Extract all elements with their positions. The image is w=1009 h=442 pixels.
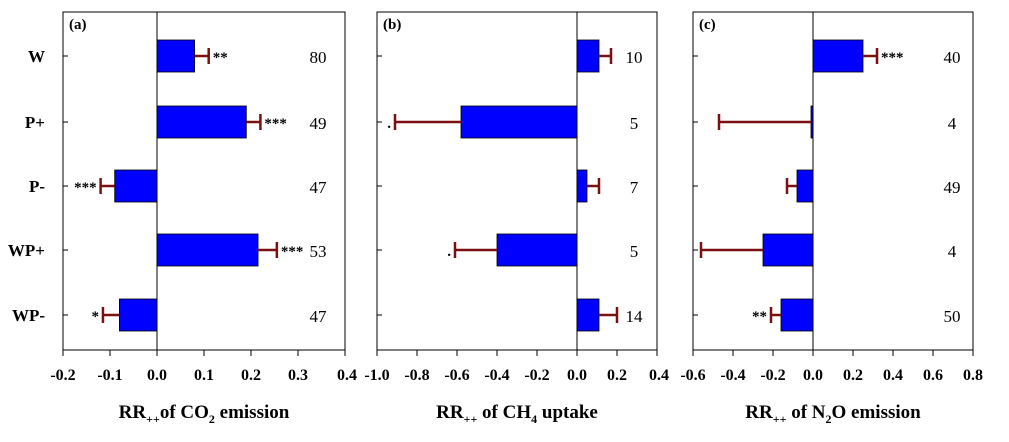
- sample-size-label: 10: [626, 48, 643, 67]
- x-tick-label: 0.6: [923, 367, 943, 384]
- significance-marker: ***: [281, 244, 304, 260]
- sample-size-label: 53: [310, 242, 327, 261]
- bar: [156, 105, 247, 139]
- panel-label: (c): [699, 17, 716, 33]
- bar: [812, 39, 864, 73]
- significance-marker: .: [447, 244, 451, 260]
- bar: [114, 169, 158, 203]
- sample-size-label: 80: [310, 48, 327, 67]
- bar: [496, 233, 578, 267]
- bar: [576, 298, 600, 332]
- x-axis-label: RR++ of N2O emission: [745, 402, 921, 426]
- bar: [156, 39, 195, 73]
- sample-size-label: 7: [630, 178, 639, 197]
- significance-marker: *: [91, 309, 99, 325]
- plot-frame: [692, 11, 974, 351]
- x-axis-label-text: of CH: [477, 402, 531, 423]
- x-axis-label: RR++ of CH4 uptake: [436, 402, 598, 426]
- x-tick-label: 0.2: [607, 367, 627, 384]
- x-axis-label-subscript: ++: [773, 412, 787, 426]
- bar: [576, 169, 588, 203]
- bar: [460, 105, 578, 139]
- x-tick-label: 0.3: [288, 367, 308, 384]
- x-tick-label: 0.4: [883, 367, 903, 384]
- x-tick-label: 0.4: [337, 367, 357, 384]
- sample-size-label: 5: [630, 242, 639, 261]
- x-tick-label: -0.4: [720, 367, 745, 384]
- bar: [810, 105, 814, 139]
- bar: [576, 39, 600, 73]
- x-tick-label: -0.2: [760, 367, 785, 384]
- category-label: WP-: [12, 306, 45, 325]
- panel-a: (a) ** 80 *** 49 *** 47 *** 53 * 47 -0.2 -0.1 0.0 0.1 0…: [50, 11, 346, 426]
- bar: [156, 233, 259, 267]
- significance-marker: **: [752, 309, 767, 325]
- x-tick-label: 0.8: [963, 367, 983, 384]
- x-tick-label: 0.4: [649, 367, 669, 384]
- x-axis-label-subscript: ++: [146, 412, 160, 426]
- sample-size-label: 49: [310, 114, 327, 133]
- plot-frame: [62, 11, 346, 351]
- bar: [119, 298, 158, 332]
- x-axis-label-text: RR: [119, 402, 147, 423]
- significance-marker: .: [387, 116, 391, 132]
- x-tick-label: -0.1: [97, 367, 122, 384]
- x-axis-label-text: uptake: [537, 402, 598, 423]
- x-axis-label-subscript: 2: [209, 412, 215, 426]
- x-axis-label-text: RR: [436, 402, 464, 423]
- category-label: P-: [29, 177, 45, 196]
- sample-size-label: 14: [626, 307, 644, 326]
- significance-marker: **: [213, 50, 228, 66]
- sample-size-label: 47: [310, 178, 328, 197]
- sample-size-label: 47: [310, 307, 328, 326]
- sample-size-label: 4: [948, 114, 957, 133]
- significance-marker: ***: [881, 50, 904, 66]
- category-label: WP+: [8, 241, 45, 260]
- x-tick-label: -0.6: [680, 367, 705, 384]
- row-labels: WP+P-WP+WP-: [8, 47, 45, 325]
- x-tick-label: 0.0: [147, 367, 167, 384]
- sample-size-label: 40: [944, 48, 961, 67]
- plot-frame: [376, 11, 658, 351]
- sample-size-label: 4: [948, 242, 957, 261]
- panel-label: (a): [69, 17, 87, 33]
- panel-label: (b): [383, 17, 401, 33]
- panel-b: (b) 10. 5 7. 5 14 -1.0 -0.8 -0.6 -0.4 -0.2 0.0 0.2 RR…: [364, 11, 658, 426]
- x-tick-label: 0.1: [194, 367, 214, 384]
- x-tick-label: -1.0: [364, 367, 389, 384]
- bar: [762, 233, 814, 267]
- x-axis-label-text: of CO: [160, 402, 209, 423]
- significance-marker: ***: [74, 180, 97, 196]
- x-tick-label: -0.2: [524, 367, 549, 384]
- x-axis-label-text: emission: [215, 402, 290, 423]
- x-axis-label-subscript: 2: [826, 412, 832, 426]
- sample-size-label: 49: [944, 178, 961, 197]
- x-tick-label: -0.4: [484, 367, 509, 384]
- category-label: W: [28, 47, 45, 66]
- x-axis-label-text: O emission: [832, 402, 922, 423]
- x-tick-label: -0.2: [50, 367, 75, 384]
- x-axis-label-text: of N: [786, 402, 825, 423]
- category-label: P+: [25, 113, 45, 132]
- x-axis-label-text: RR: [745, 402, 773, 423]
- sample-size-label: 50: [944, 307, 961, 326]
- sample-size-label: 5: [630, 114, 639, 133]
- x-axis-label-subscript: ++: [464, 412, 478, 426]
- x-tick-label: -0.8: [404, 367, 429, 384]
- significance-marker: ***: [264, 116, 287, 132]
- x-tick-label: 0.2: [843, 367, 863, 384]
- panel-c: (c) *** 40 4 49 4 ** 50 -0.6 -0.4 -0.2 0.0 0.2 0.4 0.6…: [337, 11, 983, 426]
- bar: [780, 298, 814, 332]
- x-tick-label: -0.6: [444, 367, 469, 384]
- bar: [796, 169, 814, 203]
- x-tick-label: 0.0: [803, 367, 823, 384]
- x-axis-label: RR++of CO2 emission: [119, 402, 290, 426]
- x-tick-label: 0.0: [567, 367, 587, 384]
- x-axis-label-subscript: 4: [531, 412, 537, 426]
- x-tick-label: 0.2: [241, 367, 261, 384]
